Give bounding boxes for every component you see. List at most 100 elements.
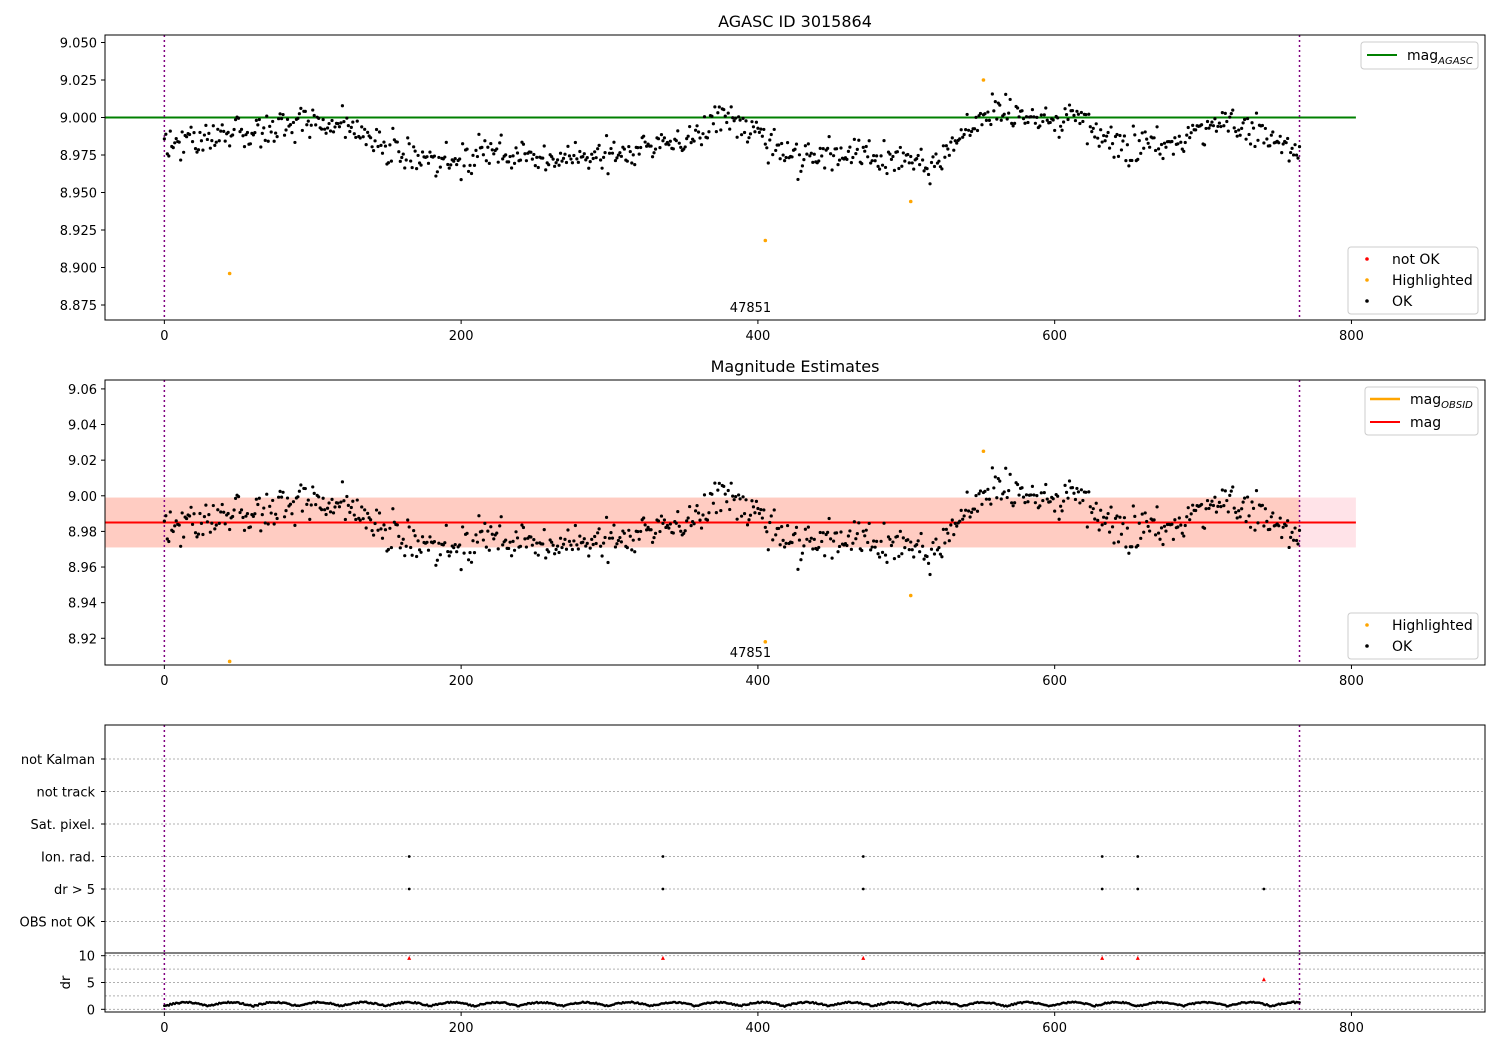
ok-point bbox=[397, 534, 401, 539]
ok-point bbox=[1125, 143, 1129, 147]
ok-point bbox=[932, 552, 937, 556]
ok-point bbox=[1250, 121, 1254, 125]
ok-point bbox=[1116, 154, 1121, 158]
ok-point bbox=[1107, 530, 1112, 534]
ok-point bbox=[1238, 515, 1242, 519]
ok-point bbox=[241, 134, 245, 138]
ok-point bbox=[238, 510, 242, 515]
ok-point bbox=[590, 152, 594, 156]
ok-point bbox=[986, 487, 990, 491]
ok-point bbox=[1072, 491, 1076, 495]
ok-point bbox=[566, 528, 570, 532]
ok-point bbox=[1102, 133, 1106, 138]
ok-point bbox=[713, 481, 717, 485]
ok-point bbox=[1156, 531, 1161, 535]
ok-point bbox=[1254, 489, 1259, 493]
ok-point bbox=[652, 536, 656, 540]
ok-point bbox=[885, 171, 889, 176]
ok-point bbox=[410, 165, 414, 170]
ok-point bbox=[279, 495, 284, 499]
ok-point bbox=[291, 500, 296, 504]
ok-point bbox=[1133, 133, 1137, 137]
ok-point bbox=[633, 550, 637, 554]
ok-point bbox=[1243, 496, 1247, 500]
ok-point bbox=[214, 140, 218, 144]
ok-point bbox=[750, 120, 754, 124]
ok-point bbox=[668, 139, 672, 143]
ok-point bbox=[745, 523, 750, 527]
ok-point bbox=[1262, 524, 1266, 528]
ok-point bbox=[809, 151, 813, 155]
ok-point bbox=[1152, 136, 1156, 140]
ok-point bbox=[444, 523, 448, 527]
ok-point bbox=[811, 160, 815, 164]
ok-point bbox=[177, 523, 181, 527]
ok-point bbox=[266, 139, 270, 143]
ok-point bbox=[211, 503, 215, 508]
ok-point bbox=[1289, 535, 1293, 540]
ok-point bbox=[677, 524, 681, 528]
ok-point bbox=[444, 140, 448, 144]
ok-point bbox=[633, 163, 637, 167]
ok-point bbox=[1145, 137, 1149, 141]
ok-point bbox=[1124, 159, 1128, 163]
ok-point bbox=[738, 497, 742, 501]
ok-point bbox=[1130, 545, 1134, 549]
ok-point bbox=[324, 131, 328, 135]
ok-point bbox=[964, 508, 968, 512]
ok-point bbox=[949, 523, 953, 527]
ok-point bbox=[388, 526, 392, 530]
ok-point bbox=[377, 130, 382, 134]
ok-point bbox=[1208, 503, 1213, 507]
ok-point bbox=[992, 109, 996, 113]
ok-point bbox=[563, 537, 567, 541]
ok-point bbox=[877, 167, 882, 171]
ok-point bbox=[196, 532, 201, 536]
ok-point bbox=[1024, 493, 1029, 497]
ok-point bbox=[1281, 142, 1285, 146]
ok-point bbox=[458, 157, 462, 161]
ok-point bbox=[1222, 124, 1226, 128]
ok-point bbox=[1139, 536, 1143, 540]
ok-point bbox=[1130, 158, 1134, 163]
ok-point bbox=[189, 125, 193, 129]
ok-point bbox=[1061, 499, 1066, 503]
ok-point bbox=[340, 480, 345, 484]
ok-point bbox=[486, 529, 490, 533]
ok-point bbox=[1067, 479, 1072, 483]
ok-point bbox=[179, 158, 183, 162]
ok-point bbox=[959, 128, 963, 132]
ok-point bbox=[1015, 106, 1020, 110]
ok-point bbox=[219, 510, 223, 514]
ok-point bbox=[827, 516, 831, 521]
ok-point bbox=[820, 154, 824, 158]
ok-point bbox=[777, 526, 781, 531]
x-tick-label: 400 bbox=[745, 329, 770, 344]
ok-point bbox=[364, 526, 368, 530]
ok-point bbox=[1004, 466, 1008, 470]
ok-point bbox=[987, 118, 991, 122]
ok-point bbox=[1229, 489, 1233, 493]
y-tick-label: 9.02 bbox=[68, 454, 97, 469]
ok-point bbox=[818, 146, 822, 150]
ok-point bbox=[729, 481, 733, 485]
ok-point bbox=[753, 130, 757, 134]
ok-point bbox=[300, 128, 304, 133]
ok-point bbox=[968, 515, 972, 519]
ok-point bbox=[826, 146, 830, 150]
ok-point bbox=[551, 543, 555, 547]
ok-point bbox=[487, 548, 491, 552]
ok-point bbox=[377, 511, 382, 515]
ok-point bbox=[171, 146, 175, 150]
ok-point bbox=[481, 538, 485, 542]
ok-point bbox=[931, 155, 935, 159]
ok-point bbox=[1278, 134, 1282, 138]
ok-point bbox=[769, 514, 773, 518]
ok-point bbox=[412, 145, 416, 149]
ok-point bbox=[802, 158, 806, 162]
ok-point bbox=[328, 129, 333, 133]
ok-point bbox=[671, 531, 675, 535]
ok-point bbox=[312, 113, 316, 118]
ok-point bbox=[891, 154, 895, 159]
ok-point bbox=[1241, 121, 1245, 125]
